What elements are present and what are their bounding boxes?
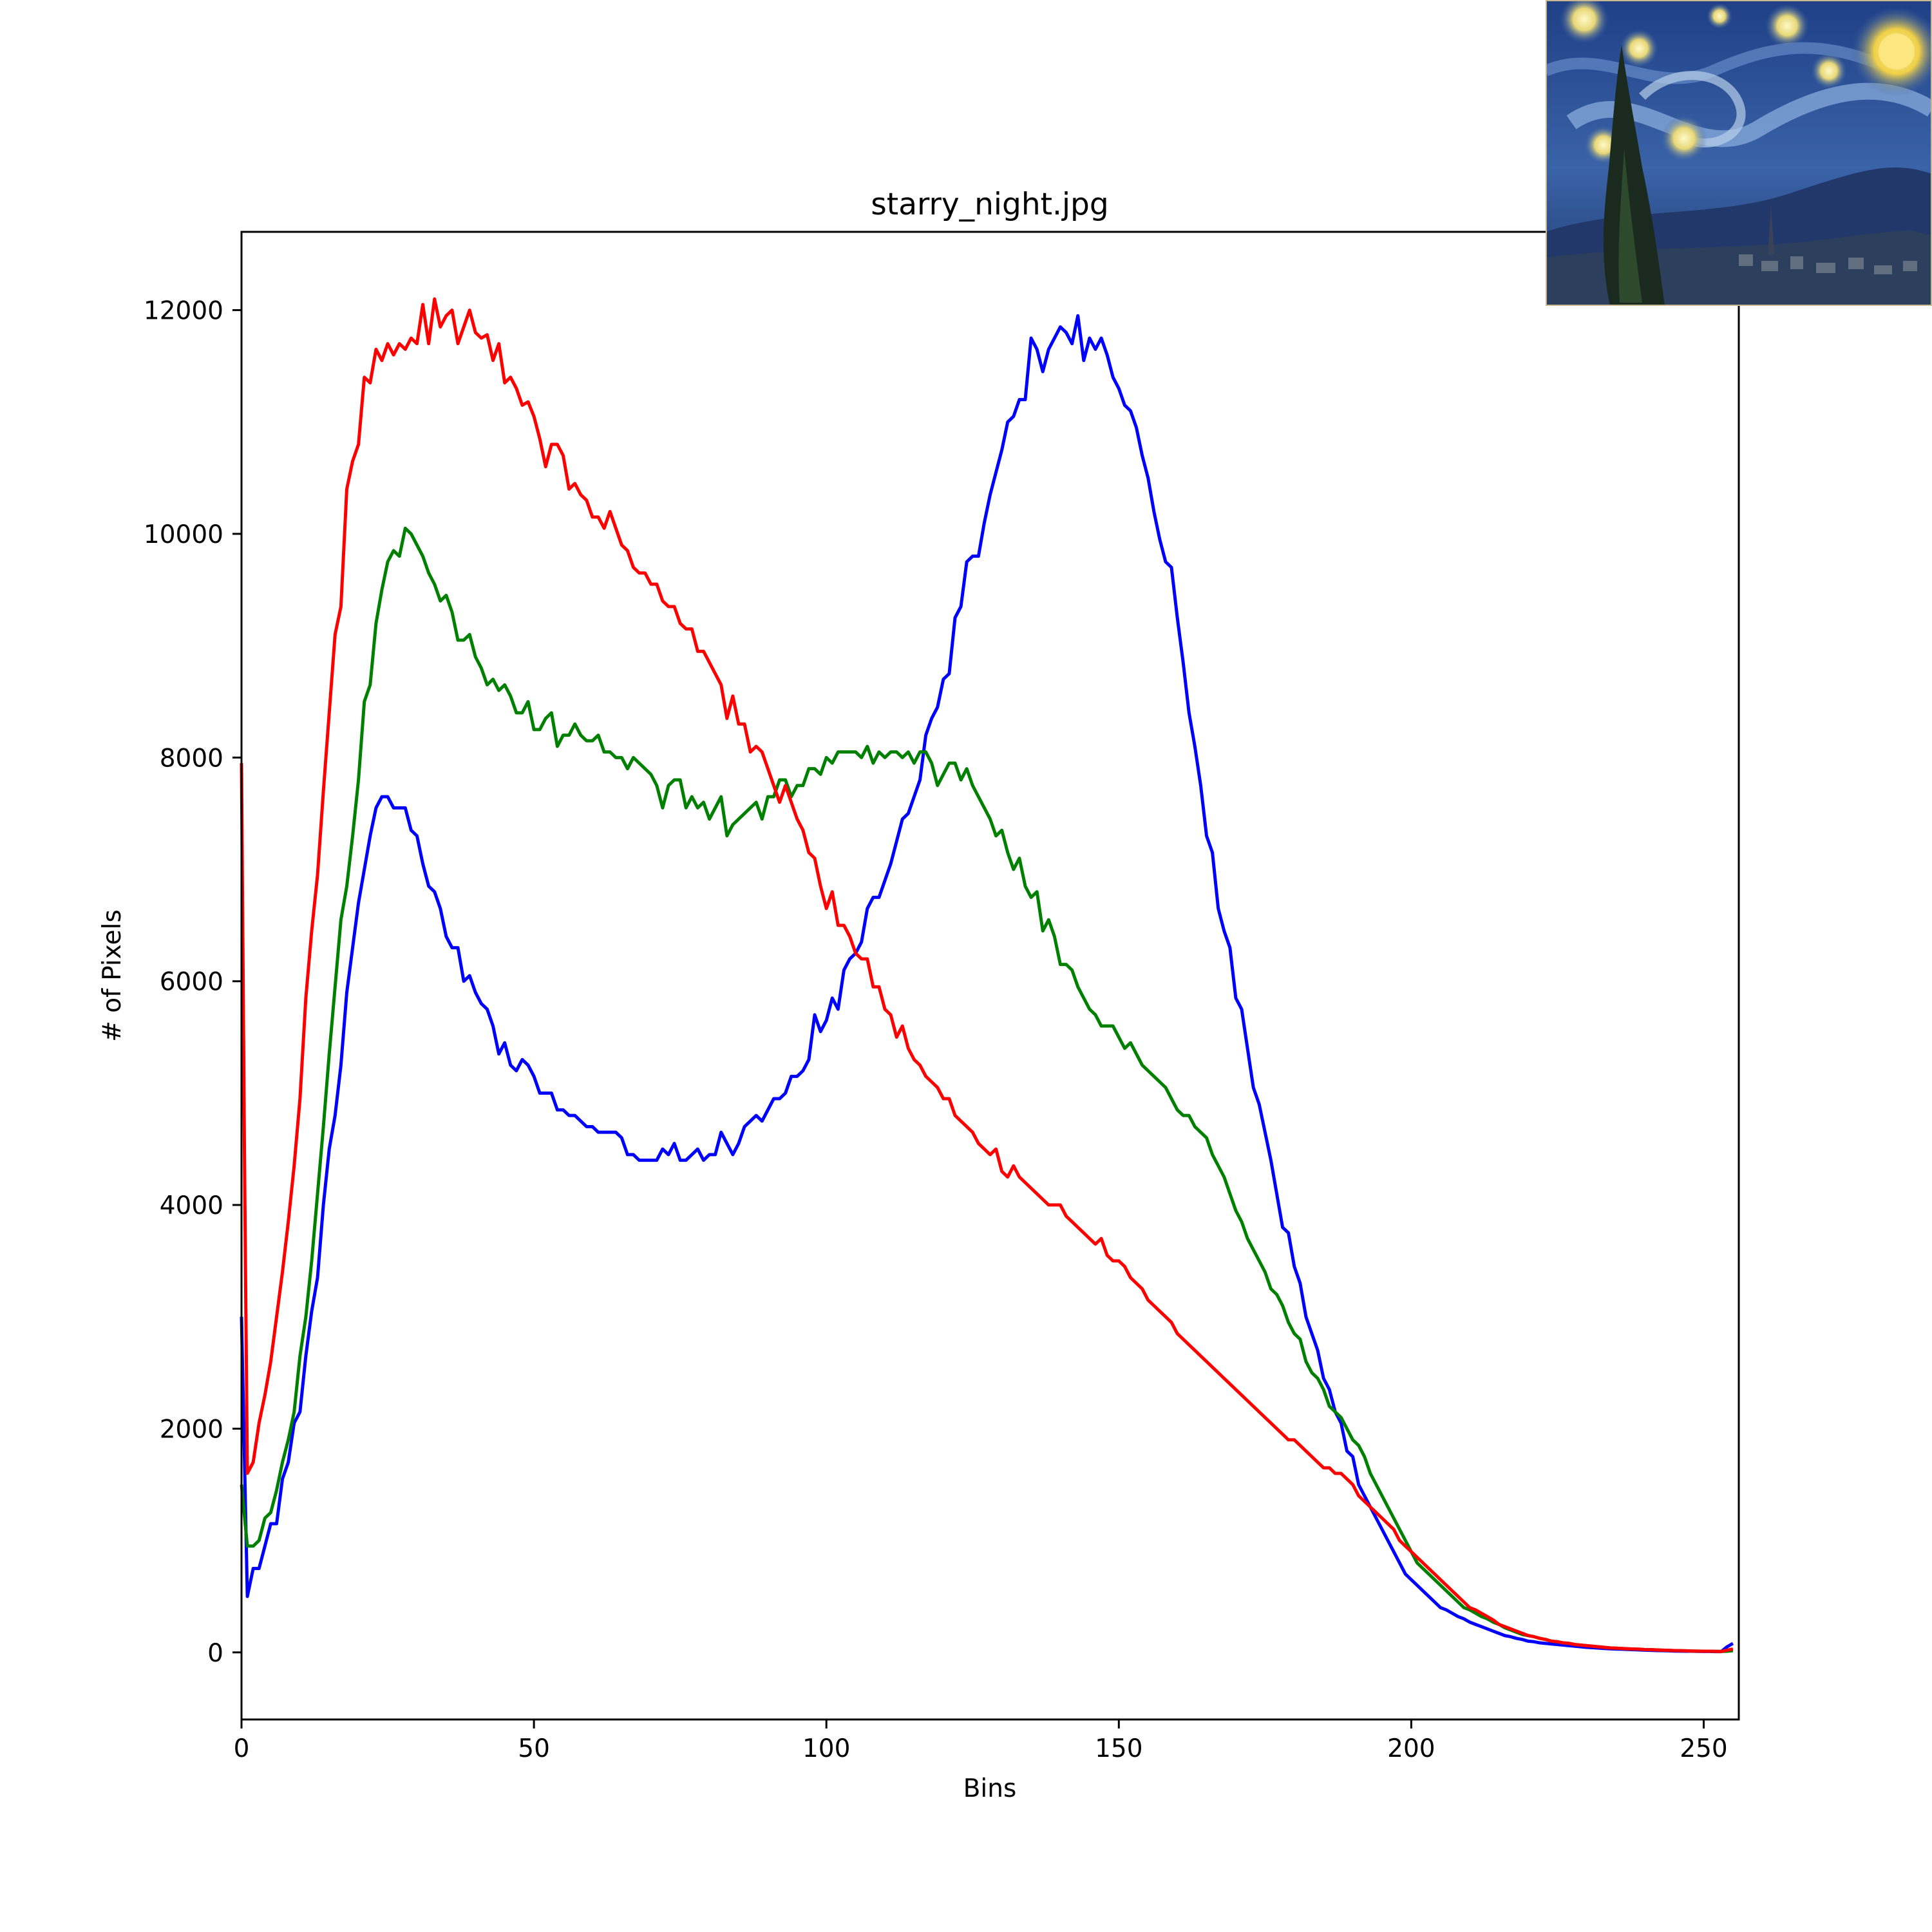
y-axis: 0 2000 4000 6000 8000 10000 12000 <box>144 297 242 1668</box>
x-tick-label: 250 <box>1680 1734 1727 1763</box>
green-channel-line <box>240 526 1734 1653</box>
x-tick-label: 150 <box>1095 1734 1142 1763</box>
blue-channel-line <box>240 314 1734 1654</box>
x-tick-label: 0 <box>234 1734 250 1763</box>
plot-area <box>240 297 1734 1654</box>
y-tick-label: 2000 <box>160 1415 223 1444</box>
y-tick-label: 0 <box>207 1639 223 1668</box>
x-axis-label: Bins <box>963 1774 1017 1803</box>
y-tick-label: 8000 <box>160 744 223 773</box>
y-tick-label: 6000 <box>160 968 223 997</box>
y-tick-label: 4000 <box>160 1191 223 1220</box>
y-axis-label: # of Pixels <box>98 909 127 1042</box>
x-tick-label: 50 <box>518 1734 550 1763</box>
x-axis: 0 50 100 150 200 250 <box>234 1719 1728 1763</box>
y-tick-label: 12000 <box>144 297 223 326</box>
red-channel-line <box>240 297 1734 1653</box>
x-tick-label: 100 <box>802 1734 850 1763</box>
x-tick-label: 200 <box>1387 1734 1435 1763</box>
y-tick-label: 10000 <box>144 520 223 549</box>
chart-title: starry_night.jpg <box>871 187 1108 222</box>
starry-night-thumbnail <box>1546 0 1932 306</box>
axes-frame <box>240 231 1740 1721</box>
